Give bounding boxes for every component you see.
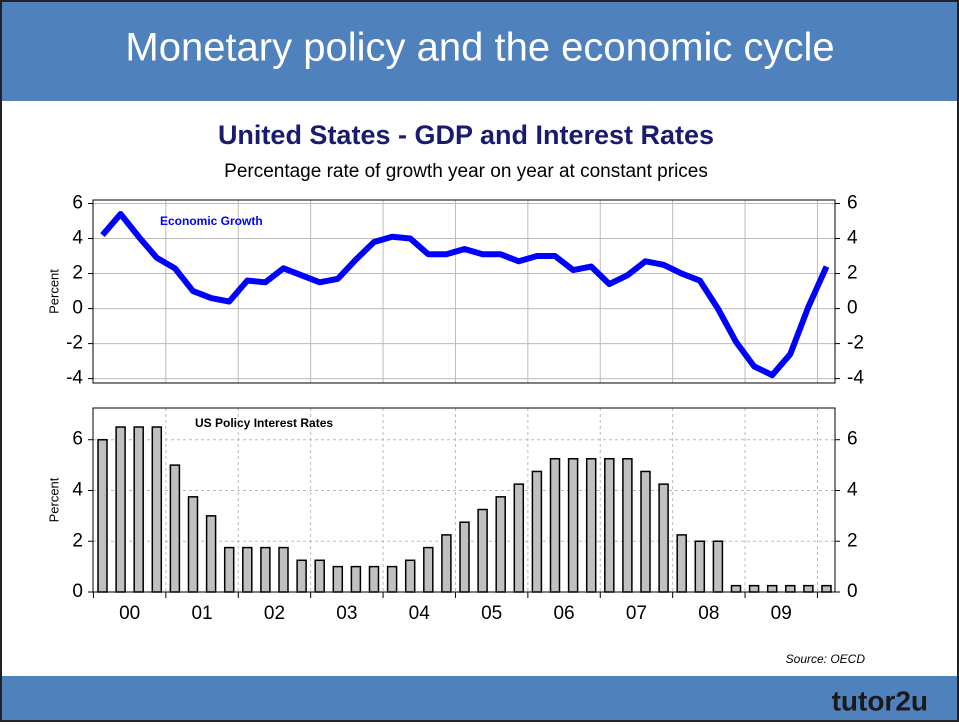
bar [604, 458, 615, 593]
bar [622, 458, 633, 593]
bar [223, 546, 235, 593]
x-tick-label: 07 [626, 603, 647, 624]
header-band [0, 0, 959, 101]
y-axis-label: Percent [46, 477, 61, 522]
y-tick-label: 6 [72, 193, 83, 214]
bar [242, 546, 253, 593]
bar [187, 496, 199, 593]
bar [658, 483, 669, 593]
plot-frame [92, 407, 836, 593]
bar [694, 540, 706, 593]
bar [495, 496, 506, 593]
bar [730, 584, 742, 593]
y-tick-label: 0 [72, 298, 83, 319]
x-tick-label: 09 [771, 603, 792, 624]
y2-tick-label: 2 [847, 263, 858, 284]
bar [803, 584, 814, 593]
y-tick-label: 2 [72, 530, 83, 551]
x-tick-label: 03 [336, 603, 357, 624]
bar [97, 438, 108, 593]
logo: tutor2u [832, 685, 928, 716]
bar [748, 584, 760, 593]
line [100, 211, 830, 379]
y-tick-label: 4 [72, 228, 83, 249]
y-axis-label: Percent [46, 269, 61, 314]
x-tick-label: 08 [698, 603, 719, 624]
x-tick-label: 01 [191, 603, 212, 624]
y-tick-label: -4 [66, 368, 83, 389]
footer-band [0, 676, 959, 722]
bar [567, 458, 579, 593]
bar [332, 565, 344, 593]
bar [133, 426, 144, 593]
bar [260, 546, 271, 593]
bar [513, 483, 525, 593]
x-tick-label: 02 [264, 603, 285, 624]
y2-tick-label: 0 [847, 581, 858, 602]
plot-area [93, 200, 835, 383]
bar [205, 515, 217, 593]
bar [368, 565, 380, 593]
bar [785, 584, 796, 593]
y2-tick-label: 4 [847, 228, 858, 249]
bar [459, 521, 470, 593]
bar [278, 546, 289, 593]
bar [441, 534, 452, 593]
x-tick-label: 04 [409, 603, 431, 624]
bar [712, 540, 724, 593]
y2-tick-label: -2 [847, 333, 864, 354]
bar [549, 458, 561, 593]
y-tick-label: 2 [72, 263, 83, 284]
series-label: Economic Growth [160, 214, 263, 228]
y-tick-label: 4 [72, 479, 83, 500]
bar [386, 565, 398, 593]
bar [423, 546, 434, 593]
source: Source: OECD [786, 652, 866, 666]
bar [531, 470, 543, 593]
bar [151, 426, 163, 593]
slide-title: Monetary policy and the economic cycle [125, 26, 834, 70]
y2-tick-label: 2 [847, 530, 858, 551]
x-tick-label: 05 [481, 603, 502, 624]
bar [676, 534, 687, 593]
bar [115, 426, 126, 593]
bar [477, 508, 488, 593]
bar [314, 559, 325, 593]
y-tick-label: 6 [72, 429, 83, 450]
y2-tick-label: 0 [847, 298, 858, 319]
bar [766, 584, 778, 593]
bar [350, 565, 362, 593]
bar [169, 464, 181, 593]
plot-frame [92, 199, 836, 384]
y2-tick-label: -4 [847, 368, 864, 389]
bar [640, 470, 651, 593]
bar [404, 559, 416, 593]
y2-tick-label: 6 [847, 429, 858, 450]
bar [821, 584, 832, 593]
y-tick-label: -2 [66, 333, 83, 354]
x-tick-label: 06 [553, 603, 574, 624]
bar [296, 559, 307, 593]
series-label: US Policy Interest Rates [195, 416, 333, 430]
chart-title: United States - GDP and Interest Rates [218, 120, 714, 150]
x-tick-label: 00 [119, 603, 140, 624]
y2-tick-label: 4 [847, 479, 858, 500]
chart-subtitle: Percentage rate of growth year on year a… [224, 161, 708, 182]
y-tick-label: 0 [72, 581, 83, 602]
y2-tick-label: 6 [847, 193, 858, 214]
bar [585, 458, 597, 593]
